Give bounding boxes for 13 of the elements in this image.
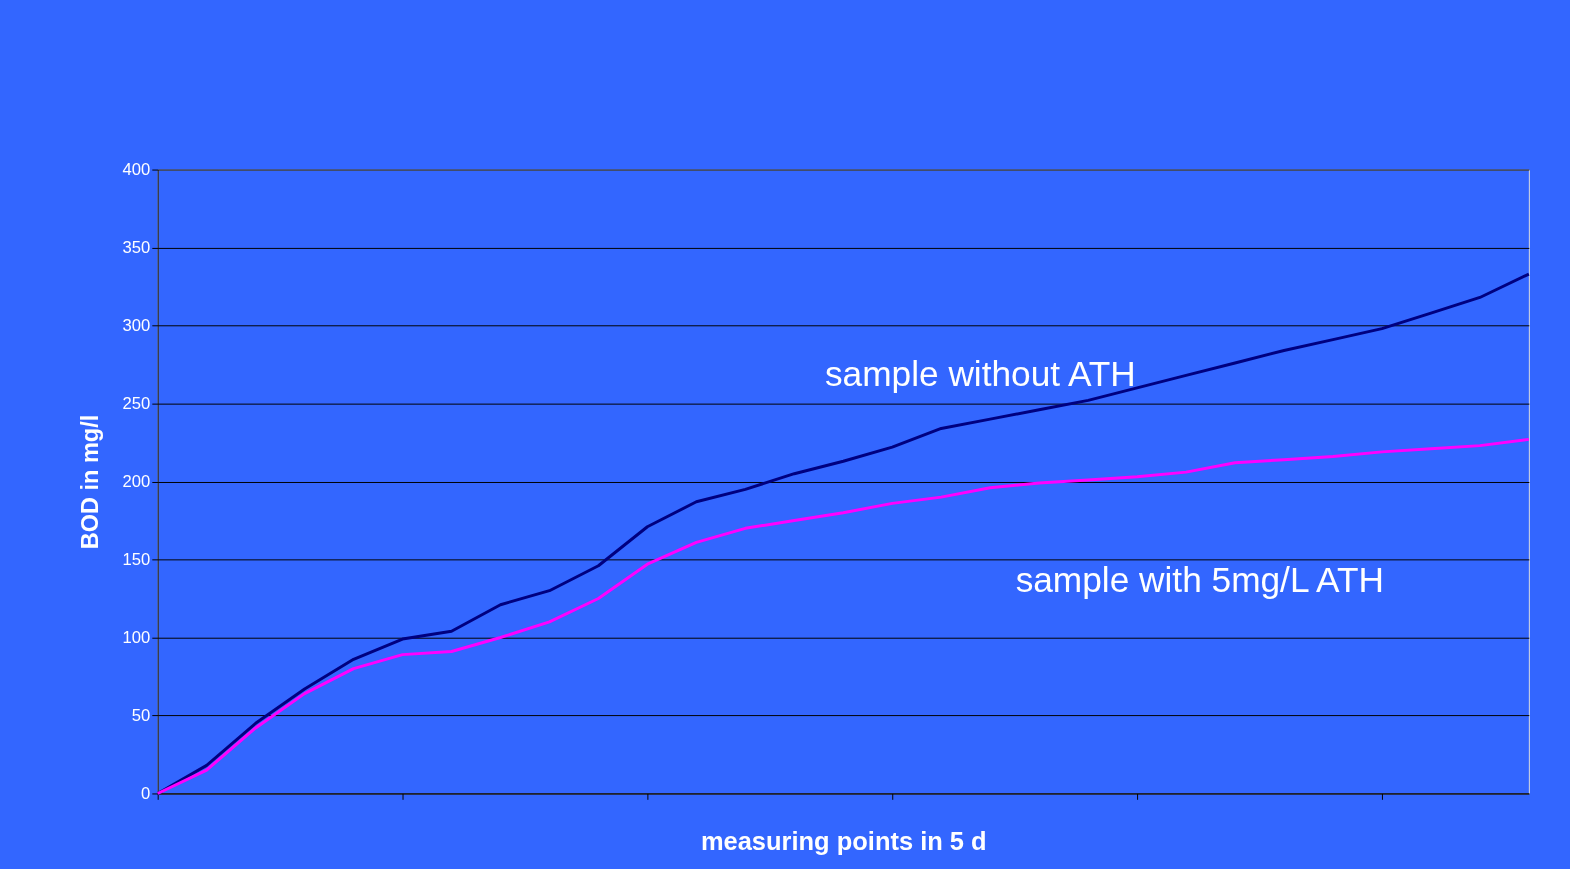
y-tick-label: 400 <box>122 159 151 179</box>
y-tick-label: 100 <box>122 627 151 647</box>
y-tick-label: 200 <box>122 471 151 491</box>
y-tick-label: 0 <box>141 783 151 803</box>
y-tick-label: 50 <box>131 705 151 725</box>
y-tick-label: 350 <box>122 237 151 257</box>
y-tick-label: 250 <box>122 393 151 413</box>
text: sample with 5mg/L ATH <box>1015 560 1384 600</box>
series-label: sample without ATH <box>824 354 1136 394</box>
y-tick-label: 150 <box>122 549 151 569</box>
x-axis-title: measuring points in 5 d <box>700 827 987 856</box>
y-tick-label: 300 <box>122 315 151 335</box>
y-axis-title: BOD in mg/l <box>77 414 104 550</box>
